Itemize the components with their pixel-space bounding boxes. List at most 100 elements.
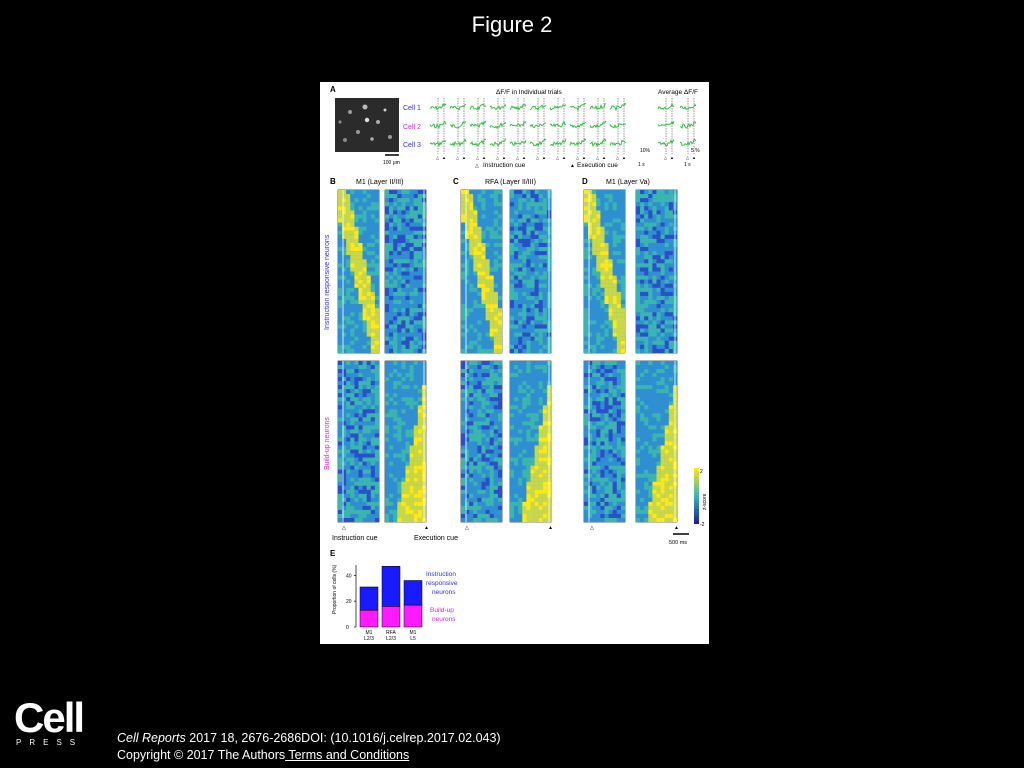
heatmap-cell [584, 348, 589, 354]
heatmap-cell [493, 340, 498, 345]
heatmap-cell [389, 218, 394, 223]
heatmap-cell [620, 445, 626, 450]
heatmap-cell [530, 198, 535, 203]
heatmap-cell [612, 441, 617, 446]
heatmap-cell [604, 449, 609, 454]
heatmap-cell [385, 449, 390, 454]
heatmap-cell [620, 465, 626, 470]
heatmap-cell [522, 389, 527, 394]
heatmap-cell [510, 389, 515, 394]
heatmap-cell [596, 381, 601, 386]
heatmap-cell [465, 413, 470, 418]
heatmap-cell [481, 437, 486, 442]
heatmap-cell [600, 485, 605, 490]
heatmap-cell [588, 365, 593, 370]
heatmap-cell [668, 206, 673, 211]
heatmap-cell [489, 505, 494, 511]
heatmap-cell [354, 190, 359, 195]
heatmap-cell [370, 457, 375, 462]
heatmap-cell [370, 344, 375, 350]
heatmap-cell [510, 300, 515, 305]
heatmap-cell [346, 369, 351, 374]
trace [509, 104, 527, 111]
heatmap-cell [592, 263, 597, 268]
x-tick-label-line: L2/3 [386, 636, 396, 642]
heatmap-cell [530, 437, 535, 442]
heatmap-cell [469, 377, 474, 382]
heatmap-cell [346, 263, 351, 268]
heatmap-cell [397, 210, 402, 215]
heatmap-cell [644, 453, 649, 458]
heatmap-cell [522, 308, 527, 313]
heatmap-cell [385, 242, 390, 248]
heatmap-cell [469, 381, 474, 386]
heatmap-cell [664, 453, 669, 458]
heatmap-cell [413, 328, 418, 333]
heatmap-cell [366, 226, 371, 231]
heatmap-cell [366, 465, 371, 470]
heatmap-cell [518, 300, 523, 305]
heatmap-cell [342, 513, 347, 519]
heatmap-cell [596, 312, 601, 317]
heatmap-cell [588, 230, 593, 235]
heatmap-cell [350, 194, 355, 199]
heatmap-cell [664, 497, 669, 502]
heatmap-cell [616, 295, 621, 301]
heatmap-cell [350, 449, 355, 454]
heatmap-cell [493, 275, 498, 280]
heatmap-cell [538, 425, 543, 430]
heatmap-cell [350, 218, 355, 223]
heatmap-cell [366, 397, 371, 402]
heatmap-cell [620, 397, 626, 402]
heatmap-cell [530, 413, 535, 418]
heatmap-cell [518, 206, 523, 211]
cue-label-instruction: Instruction cue [332, 535, 378, 542]
heatmap-cell [660, 445, 665, 450]
heatmap-cell [652, 308, 657, 313]
heatmap-cell [354, 324, 359, 329]
heatmap-cell [342, 493, 347, 498]
heatmap-cell [358, 230, 363, 235]
heatmap-cell [526, 275, 531, 280]
heatmap-cell [461, 226, 466, 231]
heatmap-cell [409, 194, 414, 199]
heatmap-cell [530, 493, 535, 498]
terms-link[interactable]: Terms and Conditions [285, 748, 410, 762]
heatmap-cell [385, 275, 390, 280]
heatmap-cell [342, 369, 347, 374]
heatmap-cell [542, 429, 547, 434]
heatmap-cell [342, 421, 347, 426]
heatmap-cell [596, 457, 601, 462]
heatmap-cell [350, 222, 355, 227]
heatmap-cell [481, 361, 486, 366]
heatmap-cell [518, 255, 523, 260]
heatmap-cell [510, 473, 515, 478]
heatmap-cell [668, 332, 673, 337]
heatmap-cell [374, 425, 380, 430]
heatmap-cell [510, 453, 515, 458]
heatmap-cell [417, 365, 422, 370]
heatmap-cell [668, 433, 673, 438]
heatmap-cell [485, 485, 490, 490]
heatmap-cell [370, 206, 375, 211]
heatmap-cell [346, 513, 351, 519]
heatmap-cell [358, 369, 363, 374]
heatmap-cell [584, 465, 589, 470]
heatmap-cell [636, 300, 641, 305]
heatmap-cell [616, 433, 621, 438]
heatmap-cell [354, 505, 359, 511]
heatmap-cell [668, 473, 673, 478]
heatmap-cell [409, 393, 414, 398]
heatmap-cell [518, 271, 523, 276]
heatmap-cell [616, 477, 621, 482]
heatmap-cell [600, 206, 605, 211]
heatmap-cell [358, 517, 363, 523]
heatmap-cell [656, 267, 661, 272]
heatmap-cell [393, 222, 398, 227]
heatmap-cell [534, 461, 539, 466]
heatmap-cell [518, 267, 523, 272]
heatmap-cell [542, 316, 547, 321]
heatmap-cell [584, 505, 589, 511]
heatmap-cell [461, 218, 466, 223]
heatmap-cell [461, 377, 466, 382]
